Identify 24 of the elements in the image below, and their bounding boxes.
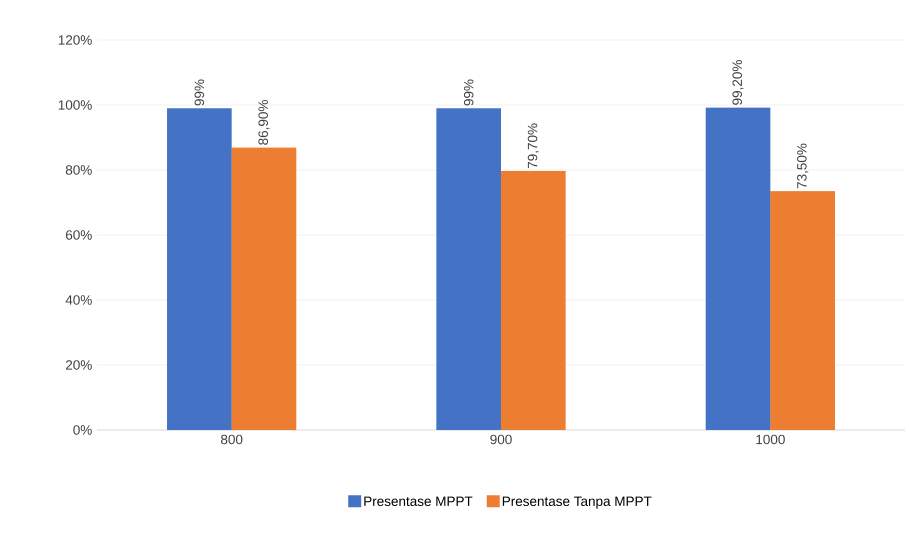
y-tick-label: 100% [58, 100, 92, 110]
data-label: 79,70% [528, 123, 539, 168]
y-tick-label: 20% [66, 360, 92, 370]
data-label: 73,50% [797, 144, 808, 188]
bar [770, 191, 835, 430]
data-label: 86,90% [258, 100, 270, 145]
x-tick-label: 900 [490, 434, 512, 444]
legend-label: Presentase Tanpa MPPT [502, 496, 652, 509]
y-tick-label: 80% [66, 165, 92, 175]
bar [232, 148, 296, 430]
y-tick-label: 60% [66, 230, 92, 240]
y-tick-label: 0% [73, 425, 92, 435]
data-label: 99% [194, 80, 204, 106]
y-tick-label: 40% [66, 295, 92, 305]
bar [167, 108, 232, 430]
legend-label: Presentase MPPT [364, 496, 472, 506]
y-tick-label: 120% [58, 35, 92, 45]
data-label: 99,20% [732, 60, 744, 105]
bar [501, 170, 566, 430]
bar [706, 108, 770, 430]
bar [436, 108, 502, 430]
x-tick-label: 1000 [756, 434, 785, 444]
data-label: 99% [464, 80, 474, 106]
x-tick-label: 800 [221, 434, 242, 444]
